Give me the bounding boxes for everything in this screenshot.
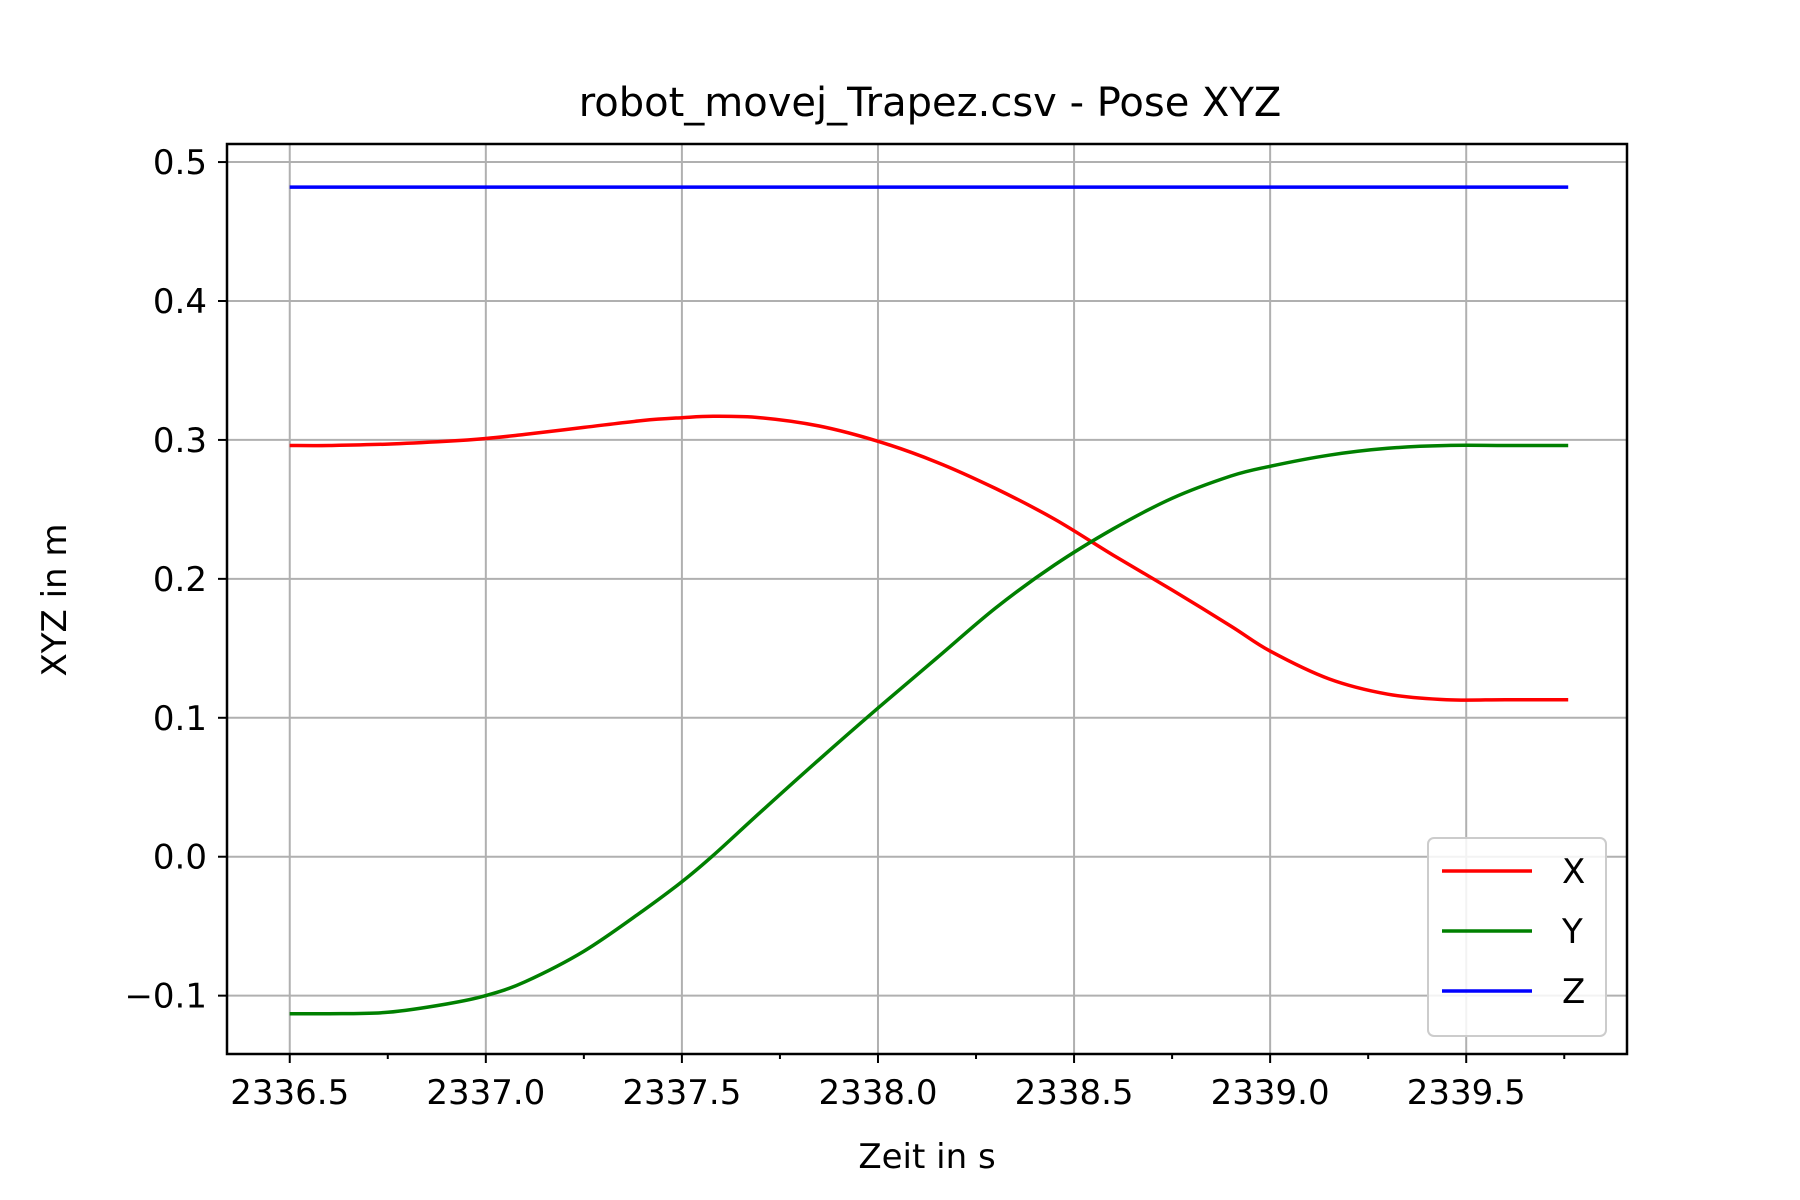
x-axis-label: Zeit in s <box>858 1137 995 1177</box>
series-line-y <box>289 443 1569 1016</box>
y-tick-label: 0.4 <box>153 282 207 322</box>
y-tick-label: 0.1 <box>153 699 207 739</box>
legend-label-x: X <box>1562 852 1585 892</box>
grid-lines <box>227 144 1627 1054</box>
x-tick-label: 2337.5 <box>622 1073 741 1113</box>
plot-area <box>227 144 1627 1054</box>
y-tick-label: 0.5 <box>153 143 207 183</box>
legend-box <box>1427 837 1607 1037</box>
x-tick-label: 2337.0 <box>426 1073 545 1113</box>
y-tick-label: 0.3 <box>153 421 207 461</box>
legend-label-z: Z <box>1562 972 1585 1012</box>
x-tick-label: 2338.5 <box>1015 1073 1134 1113</box>
series-line-x <box>289 414 1569 702</box>
x-tick-label: 2338.0 <box>818 1073 937 1113</box>
x-tick-label: 2339.5 <box>1407 1073 1526 1113</box>
y-tick-label: 0.2 <box>153 560 207 600</box>
plot-frame <box>225 142 1629 1056</box>
legend-label-y: Y <box>1561 912 1583 952</box>
y-axis-label: XYZ in m <box>35 523 75 676</box>
x-tick-label: 2339.0 <box>1211 1073 1330 1113</box>
chart-title: robot_movej_Trapez.csv - Pose XYZ <box>579 80 1282 126</box>
series-lines <box>289 185 1569 1016</box>
y-tick-label: 0.0 <box>153 838 207 878</box>
x-tick-label: 2336.5 <box>230 1073 349 1113</box>
y-tick-label: −0.1 <box>124 977 207 1017</box>
axis-ticks: 2336.5 2337.0 2337.5 2338.0 2338.5 2339.0 2339… <box>124 143 1566 1113</box>
legend: XYZ <box>1427 837 1607 1037</box>
